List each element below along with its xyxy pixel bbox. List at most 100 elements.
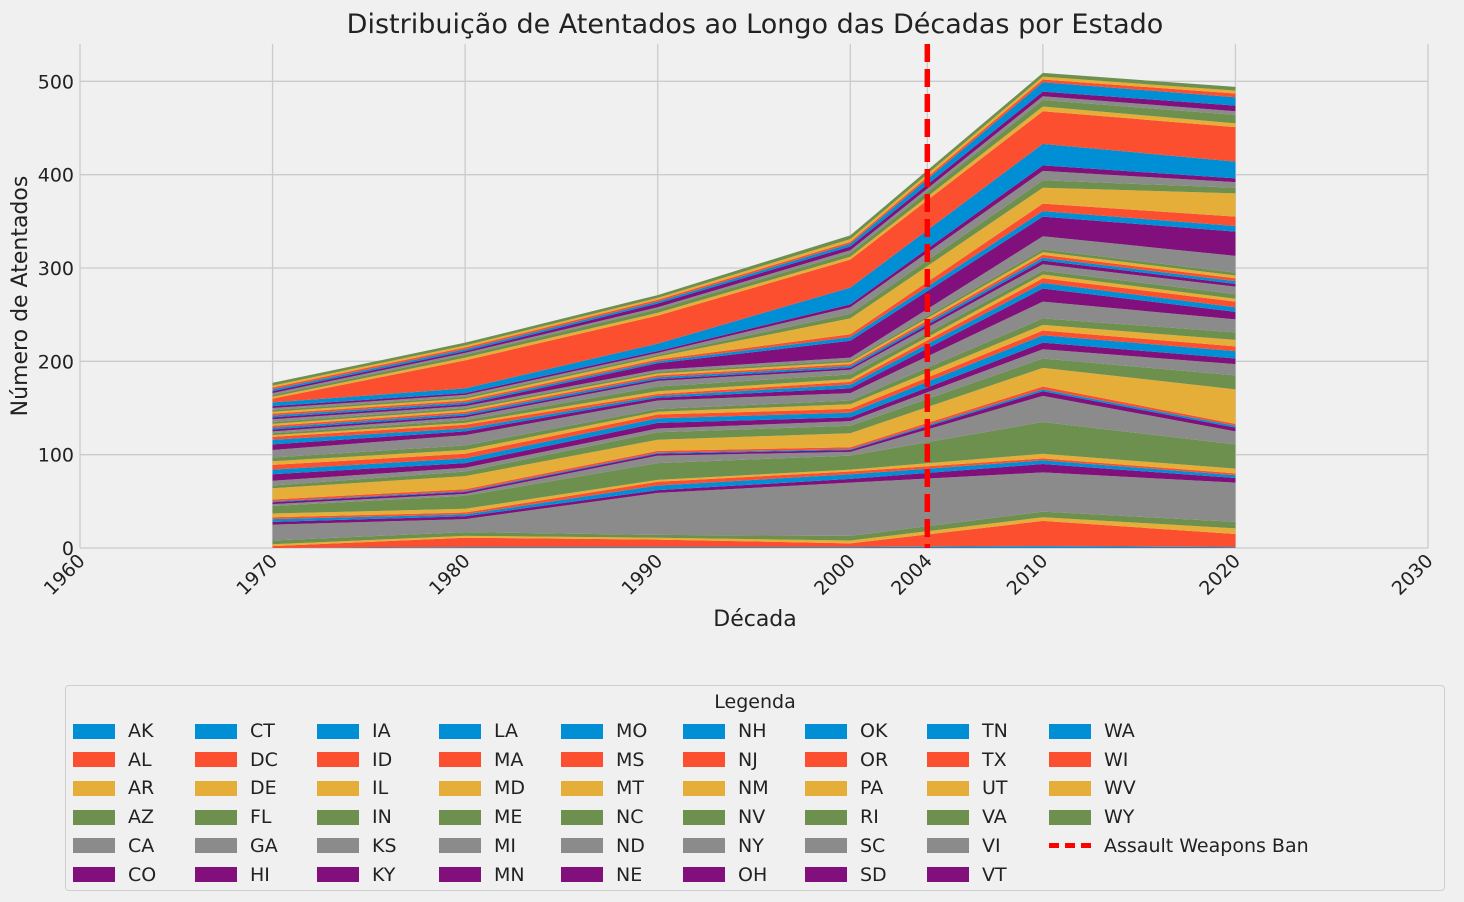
legend-item-vi: VI [927, 833, 1001, 859]
legend-item-la: LA [439, 718, 518, 744]
legend-item-ny: NY [683, 833, 764, 859]
x-axis-label: Década [713, 607, 797, 632]
legend-item-hi: HI [195, 862, 270, 888]
legend-swatch [805, 809, 847, 825]
area-fl [272, 422, 1236, 514]
legend-item-wv: WV [1049, 775, 1136, 801]
legend-swatch [927, 809, 969, 825]
legend-label: SC [860, 834, 886, 857]
legend-label: IN [372, 806, 392, 829]
legend-swatch [317, 809, 359, 825]
legend-swatch [561, 752, 603, 768]
legend-swatch [195, 752, 237, 768]
legend-label: MO [616, 720, 648, 742]
legend-swatch [927, 752, 969, 768]
legend-item-ma: MA [439, 747, 523, 773]
legend-label: VI [982, 834, 1001, 857]
legend-swatch [805, 752, 847, 768]
legend-label: ID [372, 748, 393, 771]
legend-label: NM [738, 777, 769, 800]
legend-swatch [195, 867, 237, 882]
legend-swatch [683, 809, 725, 825]
legend-swatch [195, 809, 237, 825]
legend-swatch [195, 723, 237, 739]
x-tick-1: 1970 [232, 550, 282, 600]
legend-label: GA [250, 834, 278, 857]
legend-swatch [439, 752, 481, 768]
legend-label: UT [982, 777, 1008, 800]
legend-item-ky: KY [317, 862, 395, 888]
legend-label: WA [1104, 720, 1135, 742]
legend-swatch [805, 780, 847, 796]
legend-label: DE [250, 777, 277, 800]
area-ky [272, 342, 1236, 481]
legend-item-nh: NH [683, 718, 767, 744]
x-tick-8: 2030 [1388, 550, 1438, 600]
legend-item-ia: IA [317, 718, 391, 744]
area-al [272, 520, 1236, 548]
legend-label: IA [372, 720, 391, 742]
legend-swatch [195, 780, 237, 796]
legend-swatch [317, 838, 359, 854]
legend-label: NH [738, 720, 767, 742]
legend-label: WV [1104, 777, 1136, 800]
legend-label: LA [494, 720, 519, 742]
chart: 1960 1970 1980 1990 2000 2004 2010 2020 2030 010… [8, 9, 1438, 632]
legend-swatch [683, 838, 725, 854]
legend-label: CO [128, 863, 157, 886]
legend-item-nv: NV [683, 804, 765, 830]
legend-swatch [317, 780, 359, 796]
legend-label: NY [738, 834, 764, 857]
legend-swatch [561, 838, 603, 854]
legend-item-wa: WA [1049, 718, 1135, 744]
legend-item-mn: MN [439, 862, 525, 888]
legend-label: WY [1104, 806, 1135, 829]
legend-item-ri: RI [805, 804, 879, 830]
legend-item-nc: NC [561, 804, 643, 830]
legend-item-dc: DC [195, 747, 278, 773]
legend-label: MN [494, 863, 525, 886]
y-tick-1: 100 [38, 445, 74, 467]
legend-swatch [1049, 780, 1091, 796]
legend-label: VA [982, 806, 1007, 829]
y-axis-label: Número de Atentados [8, 176, 33, 417]
legend-label: SD [860, 863, 887, 886]
legend-label: MT [616, 777, 644, 800]
legend-item-oh: OH [683, 862, 767, 888]
legend-swatch [561, 723, 603, 739]
legend-label: FL [250, 806, 272, 829]
area-ny [272, 236, 1236, 422]
legend-swatch [317, 723, 359, 739]
legend-label: CA [128, 834, 155, 857]
legend-label: IL [372, 777, 389, 800]
legend-item-wy: WY [1049, 804, 1134, 830]
legend-label: Assault Weapons Ban [1104, 834, 1309, 857]
legend-swatch [683, 780, 725, 796]
legend-label: NC [616, 806, 644, 829]
area-la [272, 335, 1236, 475]
legend-label: NJ [738, 748, 758, 771]
area-az [272, 511, 1236, 545]
legend-swatch [317, 752, 359, 768]
y-tick-0: 0 [62, 538, 74, 560]
area-ms [272, 278, 1236, 440]
legend-swatch [317, 867, 359, 882]
legend-label: CT [250, 720, 275, 742]
legend-swatch [1049, 723, 1091, 739]
legend-item-ok: OK [805, 718, 887, 744]
legend-swatch [927, 723, 969, 739]
legend-swatch [439, 867, 481, 882]
legend-label: KS [372, 834, 397, 857]
x-tick-5: 2004 [887, 550, 937, 600]
legend-swatch [927, 838, 969, 854]
legend-label: PA [860, 777, 884, 800]
legend-swatch [73, 752, 115, 768]
legend-swatch [805, 723, 847, 739]
legend-item-vt: VT [927, 862, 1007, 888]
legend-title: Legenda [714, 691, 796, 713]
legend-swatch [805, 867, 847, 882]
legend-label: ME [494, 806, 523, 829]
legend-item-md: MD [439, 775, 525, 801]
legend-swatch [927, 780, 969, 796]
legend-item-ut: UT [927, 775, 1008, 801]
